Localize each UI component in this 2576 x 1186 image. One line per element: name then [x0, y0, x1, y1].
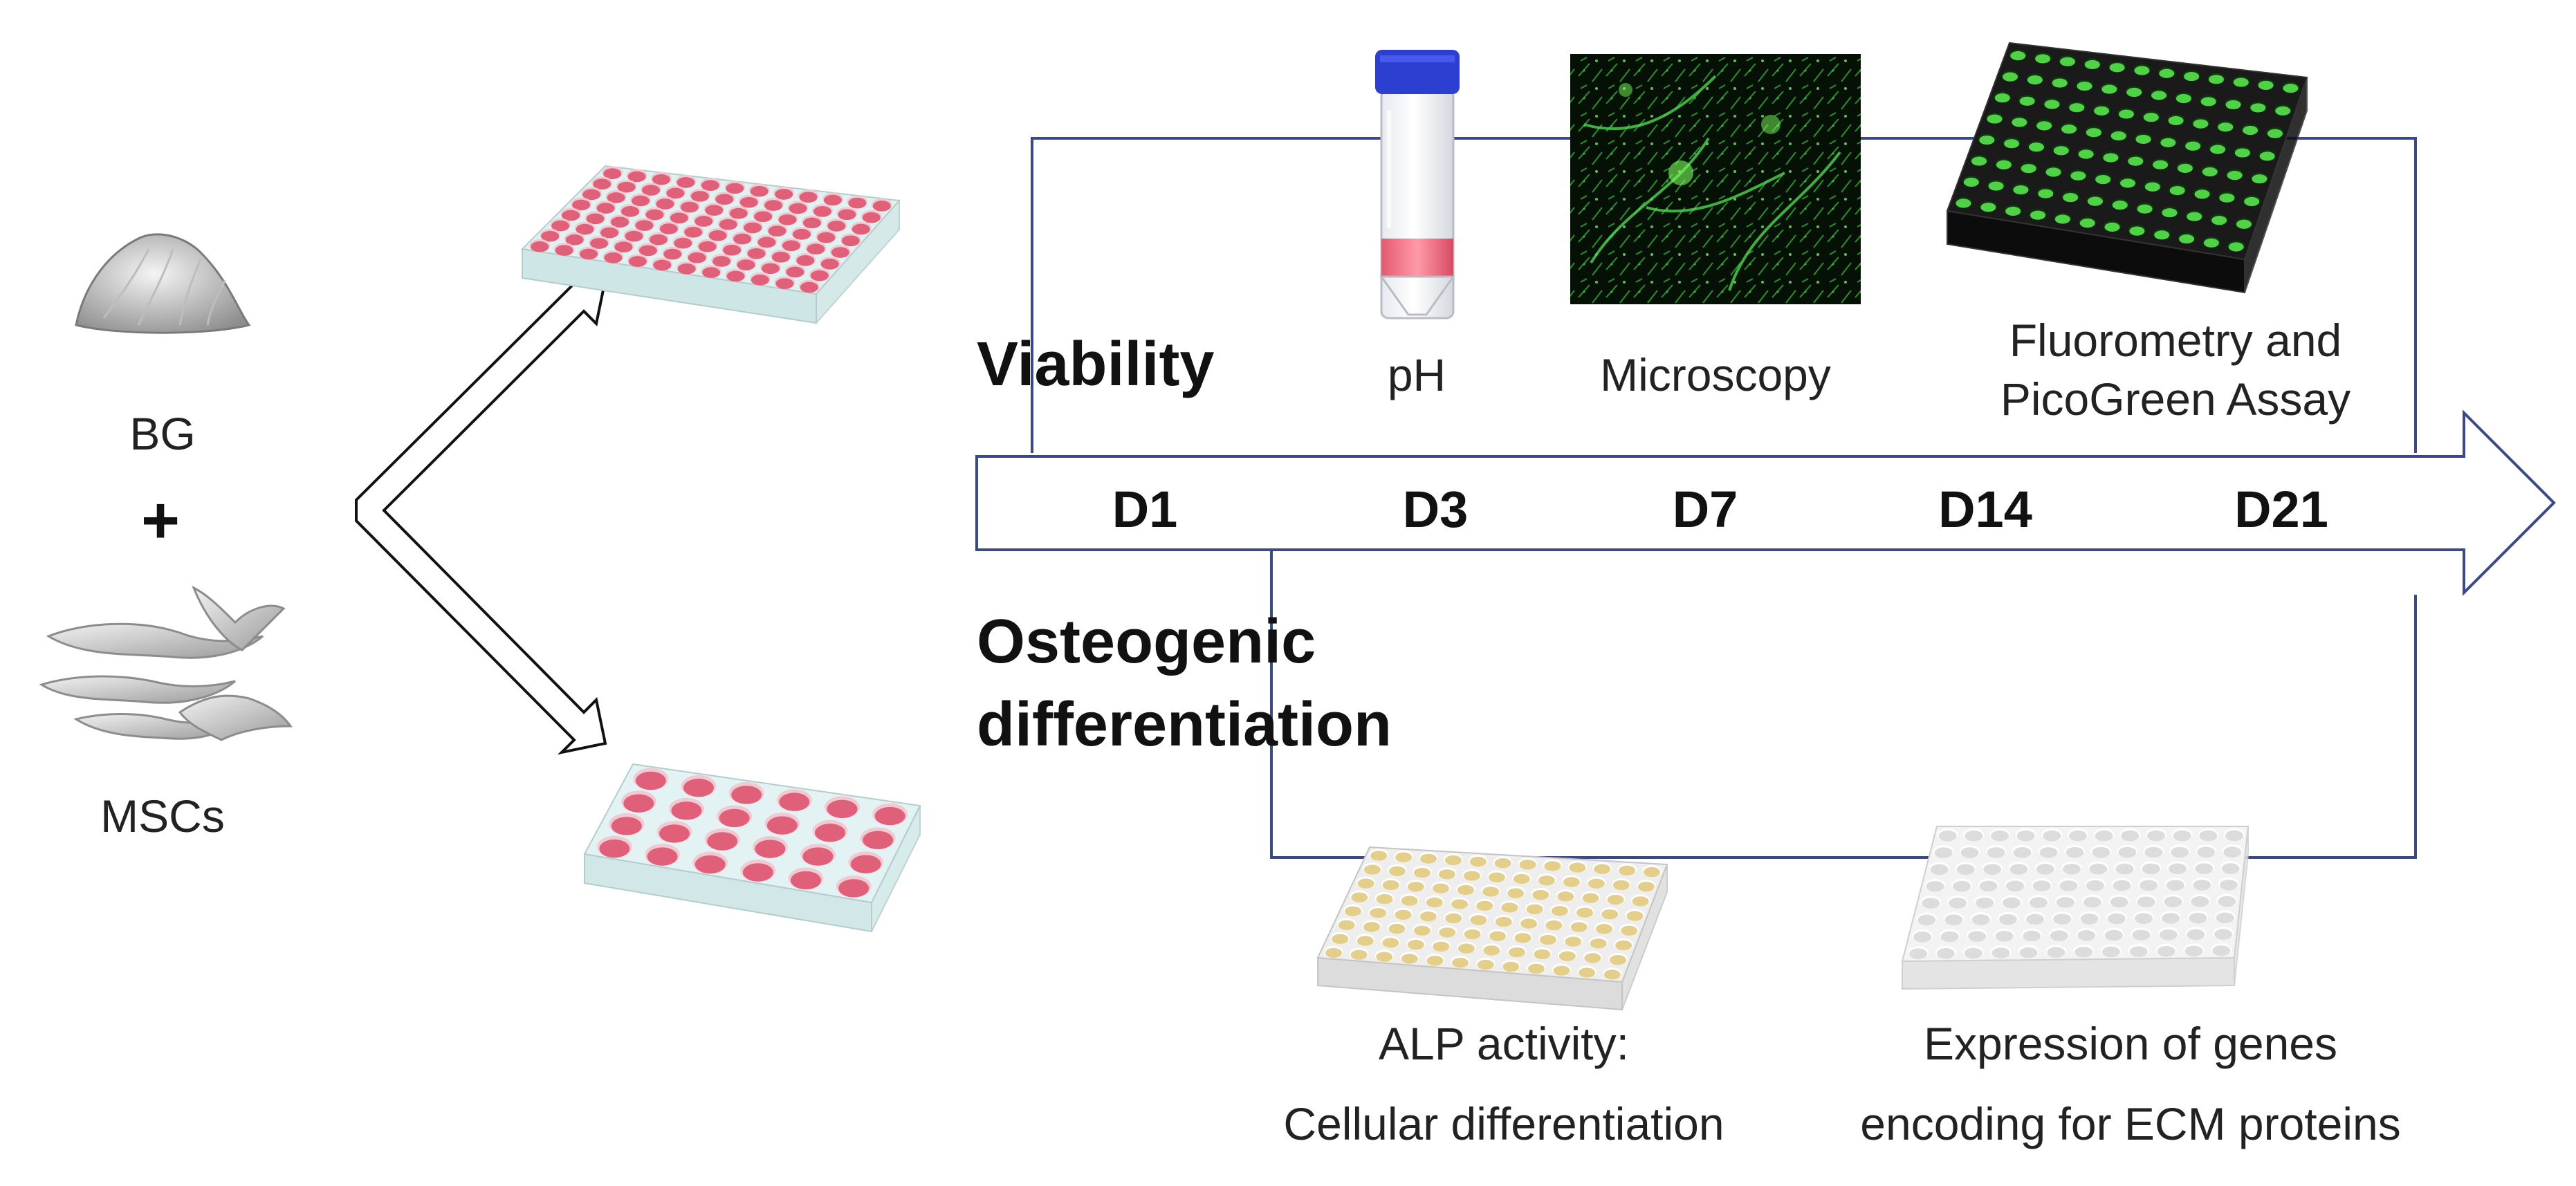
split-arrow-outline	[355, 268, 607, 755]
well-plate-24-icon	[583, 763, 921, 933]
bg-label: BG	[129, 408, 195, 459]
alp-plate-icon	[1316, 846, 1668, 1011]
timeline-day-d14: D14	[1938, 481, 2032, 538]
timeline-days: D1 D3 D7 D14 D21	[1112, 481, 2328, 538]
timeline-day-d3: D3	[1403, 481, 1469, 538]
gene-label-line2: encoding for ECM proteins	[1860, 1098, 2400, 1149]
alp-label-line1: ALP activity:	[1379, 1018, 1629, 1069]
fluorometry-label: Fluorometry and	[2009, 315, 2342, 366]
msc-label: MSCs	[100, 790, 225, 842]
timeline-day-d21: D21	[2234, 481, 2328, 538]
gene-label-line1: Expression of genes	[1924, 1018, 2337, 1069]
centrifuge-tube-icon	[1375, 50, 1460, 319]
ph-label: pH	[1388, 349, 1446, 400]
osteogenic-heading-line2: differentiation	[977, 690, 1392, 759]
well-plate-96-icon	[520, 165, 901, 325]
timeline-arrow	[975, 409, 2556, 596]
viability-heading: Viability	[977, 330, 1214, 399]
bioactive-glass-icon	[75, 233, 251, 334]
osteogenic-heading-line1: Osteogenic	[977, 607, 1316, 676]
microscopy-label: Microscopy	[1600, 349, 1831, 400]
alp-label-line2: Cellular differentiation	[1283, 1098, 1724, 1149]
picogreen-label: PicoGreen Assay	[2000, 373, 2350, 425]
osteogenic-bracket	[1270, 550, 2417, 859]
msc-cells-icon	[39, 585, 293, 741]
microscopy-image	[1570, 54, 1861, 304]
gene-expression-plate-icon	[1901, 826, 2250, 990]
timeline-day-d7: D7	[1673, 481, 1738, 538]
fluorometry-plate-icon	[1946, 41, 2308, 294]
plus-sign: +	[141, 483, 180, 557]
timeline-day-d1: D1	[1112, 481, 1178, 538]
